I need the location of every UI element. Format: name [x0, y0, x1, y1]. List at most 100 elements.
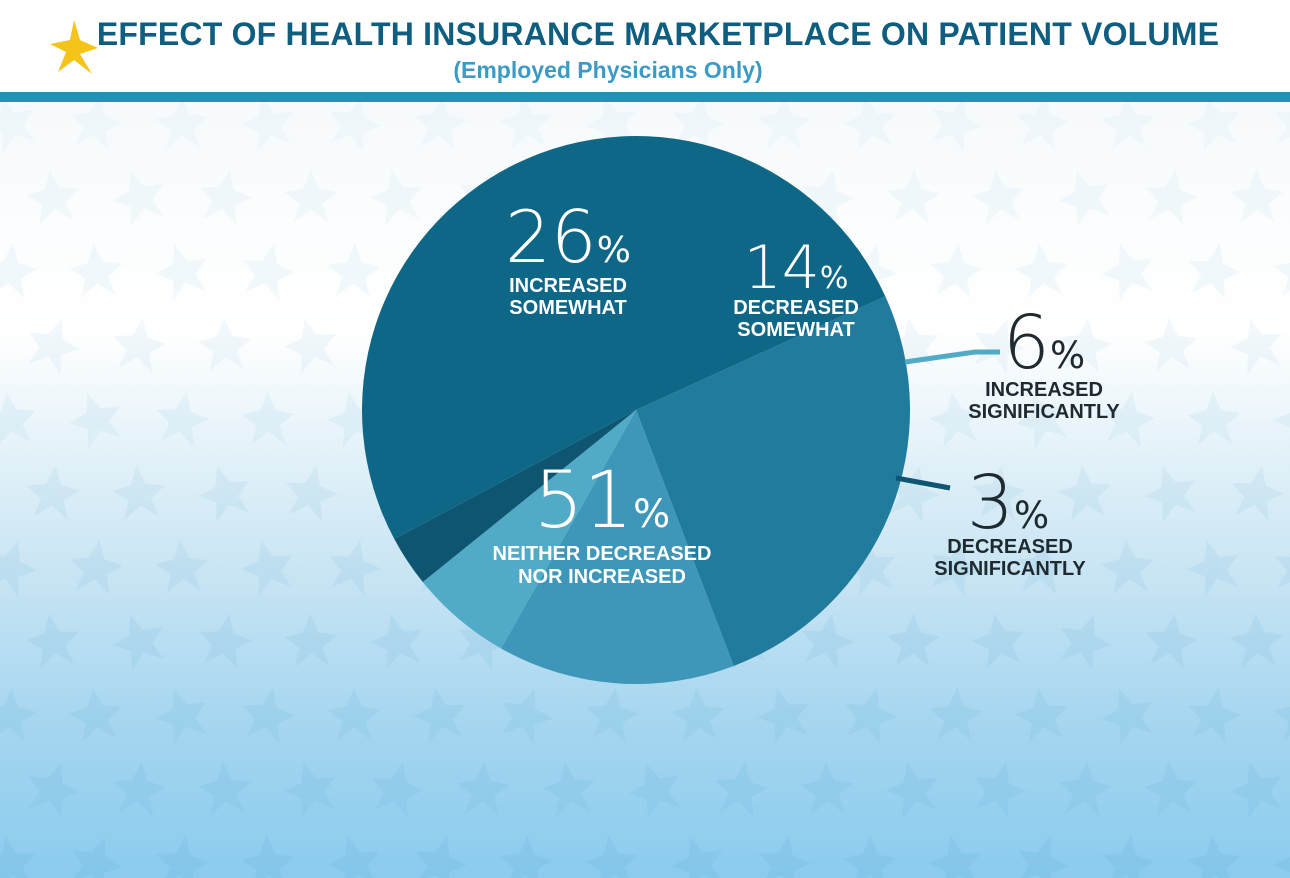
- background-star-icon: [155, 102, 209, 150]
- background-star-icon: [1144, 466, 1196, 523]
- slice-category-label: DECREASED: [733, 297, 859, 319]
- pie-slice: [422, 410, 636, 649]
- background-star-icon: [671, 836, 723, 878]
- background-star-icon: [800, 761, 854, 816]
- background-star-icon: [0, 391, 36, 447]
- background-star-icon: [757, 102, 811, 149]
- background-star-icon: [1144, 761, 1198, 817]
- background-star-icon: [1101, 244, 1153, 301]
- background-star-icon: [1231, 465, 1284, 522]
- background-star-icon: [757, 688, 809, 745]
- background-star-icon: [1230, 762, 1282, 819]
- leader-line: [904, 349, 1000, 365]
- background-star-icon: [284, 762, 336, 819]
- background-star-icon: [542, 761, 595, 817]
- background-star-icon: [241, 835, 295, 878]
- header-bar: EFFECT OF HEALTH INSURANCE MARKETPLACE O…: [0, 0, 1290, 92]
- background-star-icon: [113, 317, 166, 373]
- background-star-icon: [972, 613, 1025, 670]
- background-star-icon: [370, 169, 423, 226]
- background-star-icon: [0, 540, 37, 597]
- background-star-icon: [845, 688, 897, 744]
- slice-category-label: INCREASED: [985, 379, 1103, 401]
- background-star-icon: [585, 835, 638, 878]
- background-star-icon: [284, 169, 338, 223]
- background-star-icon: [26, 169, 79, 225]
- leader-line: [895, 475, 951, 491]
- background-star-icon: [974, 318, 1026, 375]
- background-star-icon: [242, 244, 295, 300]
- background-star-icon: [199, 169, 252, 226]
- chart-subtitle: (Employed Physicians Only): [453, 57, 763, 83]
- slice-percent-label: 14%: [744, 233, 849, 303]
- slice-percent-label: 6%: [1003, 300, 1085, 386]
- background-star-icon: [972, 169, 1025, 225]
- background-star-icon: [888, 466, 940, 523]
- background-star-icon: [715, 761, 768, 817]
- slice-category-label: DECREASED: [947, 536, 1073, 558]
- background-star-icon: [329, 540, 381, 596]
- header-divider: [0, 92, 1290, 102]
- background-star-icon: [929, 391, 982, 447]
- background-star-icon: [1274, 540, 1290, 596]
- background-star-icon: [1187, 835, 1241, 878]
- background-star-icon: [1145, 613, 1198, 669]
- slice-category-label: NOR INCREASED: [518, 566, 686, 588]
- background-star-icon: [1058, 761, 1112, 816]
- background-star-icon: [112, 465, 166, 521]
- background-star-icon: [1015, 243, 1069, 299]
- background-star-icon: [28, 762, 80, 819]
- background-star-icon: [1230, 169, 1284, 223]
- background-star-icon: [1101, 102, 1155, 150]
- slice-category-label: SOMEWHAT: [509, 297, 626, 319]
- background-star-icon: [199, 613, 252, 669]
- background-star-icon: [1060, 614, 1112, 671]
- background-star-icon: [929, 243, 983, 298]
- background-star-icon: [843, 539, 896, 596]
- chart-title: EFFECT OF HEALTH INSURANCE MARKETPLACE O…: [96, 16, 1220, 52]
- background-star-icon: [327, 836, 379, 878]
- background-star-icon: [112, 761, 166, 817]
- background-star-icon: [1188, 243, 1241, 300]
- background-star-icon: [1015, 687, 1068, 743]
- background-star-icon: [1016, 102, 1069, 151]
- background-star-icon: [501, 688, 553, 745]
- background-star-icon: [156, 391, 209, 448]
- background-star-icon: [1058, 170, 1110, 227]
- slice-category-label: SIGNIFICANTLY: [968, 401, 1120, 423]
- background-star-icon: [1015, 539, 1069, 595]
- background-star-icon: [70, 102, 123, 151]
- background-star-icon: [1101, 688, 1153, 745]
- background-star-icon: [1273, 243, 1290, 297]
- background-star-icon: [1230, 318, 1282, 375]
- background-star-icon: [28, 318, 80, 375]
- background-star-icon: [71, 836, 123, 878]
- background-star-icon: [327, 687, 381, 741]
- background-star-icon: [672, 102, 725, 152]
- background-star-icon: [886, 613, 940, 667]
- background-star-icon: [499, 102, 553, 151]
- background-star-icon: [69, 392, 121, 449]
- background-star-icon: [415, 836, 467, 878]
- leader-lines: [895, 349, 1000, 491]
- background-star-icon: [931, 102, 983, 153]
- background-star-icon: [1017, 836, 1069, 878]
- background-star-icon: [974, 762, 1026, 819]
- background-star-icon: [69, 243, 123, 298]
- background-star-icon: [241, 540, 293, 597]
- background-star-icon: [70, 539, 123, 595]
- background-star-icon: [586, 687, 639, 743]
- background-star-icon: [112, 170, 164, 227]
- slice-category-label: NEITHER DECREASED: [493, 543, 712, 565]
- background-star-icon: [26, 465, 80, 520]
- background-star-icon: [628, 763, 681, 819]
- background-star-icon: [198, 466, 250, 523]
- background-star-icon: [0, 102, 36, 153]
- background-star-icon: [671, 687, 725, 742]
- background-star-icon: [1230, 613, 1284, 668]
- background-star-icon: [1015, 393, 1068, 449]
- background-star-icon: [155, 244, 207, 301]
- slice-percent-label: 51%: [534, 456, 670, 546]
- background-star-icon: [1187, 102, 1239, 152]
- pie-slice: [362, 136, 886, 540]
